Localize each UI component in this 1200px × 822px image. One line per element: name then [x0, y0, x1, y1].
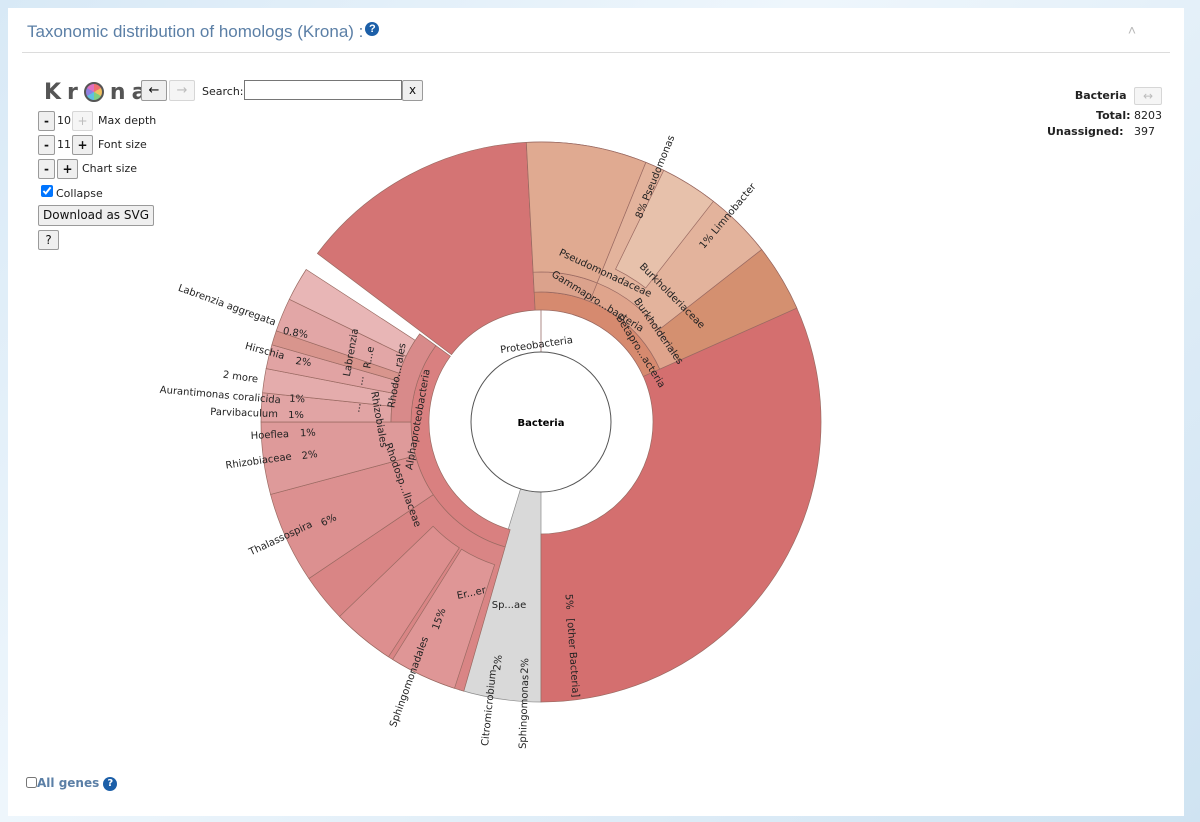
panel-header: Taxonomic distribution of homologs (Kron… — [22, 8, 1170, 53]
download-svg-button[interactable]: Download as SVG — [38, 205, 154, 226]
label-sphingomonas: Sphingomonas — [518, 675, 532, 749]
wedge-betaproteobacteria[interactable] — [658, 249, 798, 362]
label-hoeflea-pct: 1% — [300, 428, 316, 440]
max-depth-decrease-button[interactable]: - — [38, 111, 55, 131]
wedge-citromicrobium[interactable] — [339, 525, 460, 658]
details-name: Bacteria — [1074, 89, 1127, 102]
krona-help-button[interactable]: ? — [38, 230, 59, 250]
max-depth-increase-button[interactable]: + — [72, 111, 93, 131]
label-ellipsis-2: ... — [351, 402, 363, 413]
krona-panel: Taxonomic distribution of homologs (Kron… — [8, 8, 1184, 816]
chart-size-increase-button[interactable]: + — [57, 159, 78, 179]
font-size-value: 11 — [57, 138, 71, 151]
logo-text-left: Kr — [44, 80, 84, 105]
chart-size-label: Chart size — [82, 162, 138, 175]
unassigned-value: 397 — [1134, 125, 1155, 138]
label-parvibaculum-pct: 1% — [288, 410, 304, 421]
label-other-pct: 5% — [562, 594, 574, 611]
total-label: Total: — [1096, 109, 1131, 122]
label-r-short: R...e — [362, 346, 377, 370]
collapse-checkbox[interactable] — [41, 185, 53, 197]
search-label: Search: — [202, 85, 244, 98]
label-rhizobiaceae-pct: 2% — [301, 449, 318, 462]
krona-logo: Kr na — [44, 80, 152, 105]
all-genes-toggle: All genes? — [26, 776, 118, 791]
krona-chart: ProteobacteriaAlphaproteobacteriaGammapr… — [159, 134, 822, 749]
wedge-sphingomonas[interactable] — [392, 548, 496, 689]
wedge-rhizobiales[interactable] — [390, 333, 437, 423]
search-input[interactable] — [244, 80, 402, 100]
question-circle-icon[interactable]: ? — [103, 776, 118, 791]
collapse-label: Collapse — [56, 187, 103, 200]
total-value: 8203 — [1134, 109, 1162, 122]
wedge-limnobacter[interactable] — [615, 169, 714, 289]
max-depth-value: 10 — [57, 114, 71, 127]
all-genes-checkbox[interactable] — [26, 777, 37, 788]
font-size-decrease-button[interactable]: - — [38, 135, 55, 155]
max-depth-label: Max depth — [98, 114, 157, 127]
label-aurantimonas-pct: 1% — [289, 394, 305, 406]
unassigned-label: Unassigned: — [1047, 125, 1124, 138]
panel-title-text: Taxonomic distribution of homologs (Kron… — [27, 22, 364, 41]
details-panel: Bacteria ↔ Total: 8203 Unassigned: 397 — [1047, 86, 1162, 142]
label-ellipsis-1: ... — [354, 375, 366, 386]
label-citromicrobium-pct: 2% — [492, 654, 505, 671]
forward-button[interactable]: → — [169, 80, 195, 101]
label-two-more: 2 more — [222, 370, 259, 386]
label-hirschia-pct: 2% — [295, 356, 312, 369]
wedge-unlabeled-outer-north[interactable] — [316, 142, 536, 356]
expand-icon[interactable]: ↔ — [1134, 87, 1162, 105]
chart-size-decrease-button[interactable]: - — [38, 159, 55, 179]
back-button[interactable]: ← — [141, 80, 167, 101]
font-size-label: Font size — [98, 138, 147, 151]
logo-text-right: na — [109, 80, 153, 105]
font-size-increase-button[interactable]: + — [72, 135, 93, 155]
label-hoeflea: Hoeflea — [250, 429, 289, 442]
label-labrenzia-pct: 0.8% — [282, 326, 309, 341]
panel-title: Taxonomic distribution of homologs (Kron… — [27, 22, 380, 42]
search-clear-button[interactable]: x — [402, 80, 423, 101]
label-sphingomonadaceae: Sp...ae — [492, 600, 527, 611]
all-genes-label: All genes — [37, 776, 100, 790]
label-labrenzia-aggregata: Labrenzia aggregata — [177, 283, 278, 329]
chevron-up-icon[interactable]: ˄ — [1127, 22, 1136, 38]
chart-center-circle[interactable] — [470, 351, 612, 493]
krona-wheel-icon — [83, 82, 104, 102]
center-label: Bacteria — [518, 418, 565, 429]
label-sphingomonas-pct: 2% — [520, 658, 532, 674]
label-parvibaculum: Parvibaculum — [210, 407, 278, 420]
question-circle-icon[interactable]: ? — [365, 22, 380, 36]
